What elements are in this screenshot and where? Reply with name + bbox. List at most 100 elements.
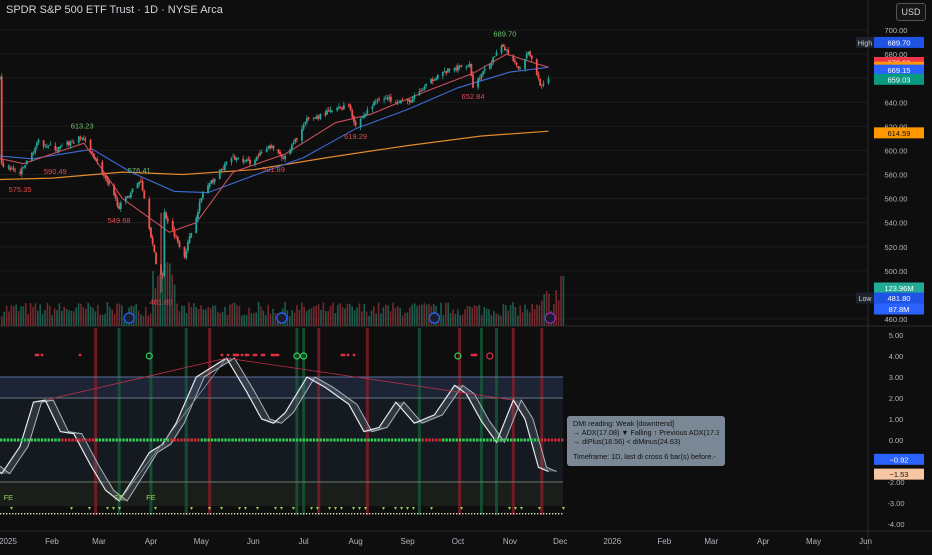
volume-bar <box>305 311 308 326</box>
zero-dot <box>88 438 91 442</box>
volume-bar <box>123 315 125 326</box>
candle-body <box>336 107 339 111</box>
volume-bar <box>44 310 46 326</box>
bottom-dot <box>411 513 413 515</box>
zero-dot <box>156 438 159 442</box>
bottom-dot <box>150 513 152 515</box>
candle-body <box>495 52 498 56</box>
bottom-dot <box>459 513 461 515</box>
bottom-dot <box>153 513 155 515</box>
fe-marker: FE <box>146 493 156 502</box>
price-tick-label: 620.00 <box>885 122 908 131</box>
bottom-dot <box>486 513 488 515</box>
volume-bar <box>291 310 293 326</box>
volume-bar <box>363 303 365 326</box>
time-tick-label: Jun <box>859 537 872 546</box>
candle-body <box>46 146 48 148</box>
zero-dot <box>527 438 530 442</box>
volume-bar <box>481 315 483 326</box>
bottom-dot <box>255 513 257 515</box>
candle-body <box>124 196 127 202</box>
divergence-line <box>226 357 514 401</box>
candle-body <box>44 146 47 148</box>
volume-bar <box>267 304 269 326</box>
candle-body <box>408 99 411 102</box>
bottom-dot <box>441 513 443 515</box>
candle-body <box>467 66 469 68</box>
candle-body <box>269 145 271 149</box>
candle-body <box>30 152 33 161</box>
zero-dot <box>176 438 180 442</box>
volume-bar <box>524 304 526 326</box>
volume-bar <box>464 309 466 326</box>
bottom-marker <box>238 507 241 510</box>
bottom-dot <box>30 513 32 515</box>
osc-tick-label: -3.00 <box>887 499 904 508</box>
zero-dot <box>146 438 149 442</box>
time-tick-label: Sep <box>400 537 415 546</box>
candle-body <box>540 84 543 86</box>
bottom-dot <box>87 513 89 515</box>
zero-dot <box>411 438 414 442</box>
bottom-dot <box>462 513 464 515</box>
price-label: 481.80 <box>150 298 173 307</box>
bottom-dot <box>489 513 491 515</box>
candle-body <box>254 160 256 165</box>
bottom-dot <box>357 513 359 515</box>
candle-body <box>91 151 94 154</box>
bottom-dot <box>99 513 101 515</box>
volume-bar <box>171 274 173 326</box>
bottom-dot <box>318 513 320 515</box>
bottom-dot <box>471 513 473 515</box>
candle-body <box>183 247 186 257</box>
candle-body <box>153 244 156 253</box>
signal-bar <box>458 328 462 515</box>
candle-body <box>317 116 320 119</box>
time-tick-label: Mar <box>704 537 718 546</box>
zero-dot <box>34 438 37 442</box>
zero-dot <box>404 438 407 442</box>
candle-body <box>342 105 345 110</box>
volume-bar <box>58 303 61 326</box>
volume-bar <box>397 306 399 326</box>
candle-body <box>237 157 240 159</box>
candle-body <box>500 45 503 53</box>
volume-bar <box>99 314 101 326</box>
zero-dot <box>516 438 520 442</box>
volume-bar <box>560 276 562 326</box>
zero-dot <box>112 438 115 442</box>
volume-bar <box>226 314 229 326</box>
zero-dot <box>115 438 118 442</box>
price-tick-label: 500.00 <box>885 267 908 276</box>
candle-body <box>257 155 260 157</box>
bottom-dot <box>330 513 332 515</box>
currency-button[interactable]: USD <box>896 3 926 21</box>
candle-body <box>242 158 245 162</box>
candle-body <box>230 158 233 162</box>
bottom-dot <box>375 513 377 515</box>
candle-body <box>418 91 421 96</box>
volume-bar <box>169 263 171 326</box>
volume-bar <box>289 315 291 326</box>
zero-dot <box>414 438 418 442</box>
zero-dot <box>57 438 61 442</box>
bottom-dot <box>324 513 326 515</box>
bottom-dot <box>189 513 191 515</box>
bottom-dot <box>117 513 119 515</box>
volume-bar <box>406 312 409 326</box>
volume-bar <box>70 310 73 326</box>
bottom-dot <box>345 513 347 515</box>
sma-200-line <box>0 130 549 181</box>
bottom-dot <box>306 513 308 515</box>
zero-dot <box>428 438 431 442</box>
candle-body <box>504 47 506 51</box>
volume-layer <box>1 262 565 326</box>
price-label: 619.29 <box>344 132 367 141</box>
bottom-dot <box>198 513 200 515</box>
bottom-dot <box>24 513 26 515</box>
zero-dot <box>312 438 316 442</box>
volume-bar <box>135 303 137 326</box>
volume-bar <box>373 306 375 326</box>
